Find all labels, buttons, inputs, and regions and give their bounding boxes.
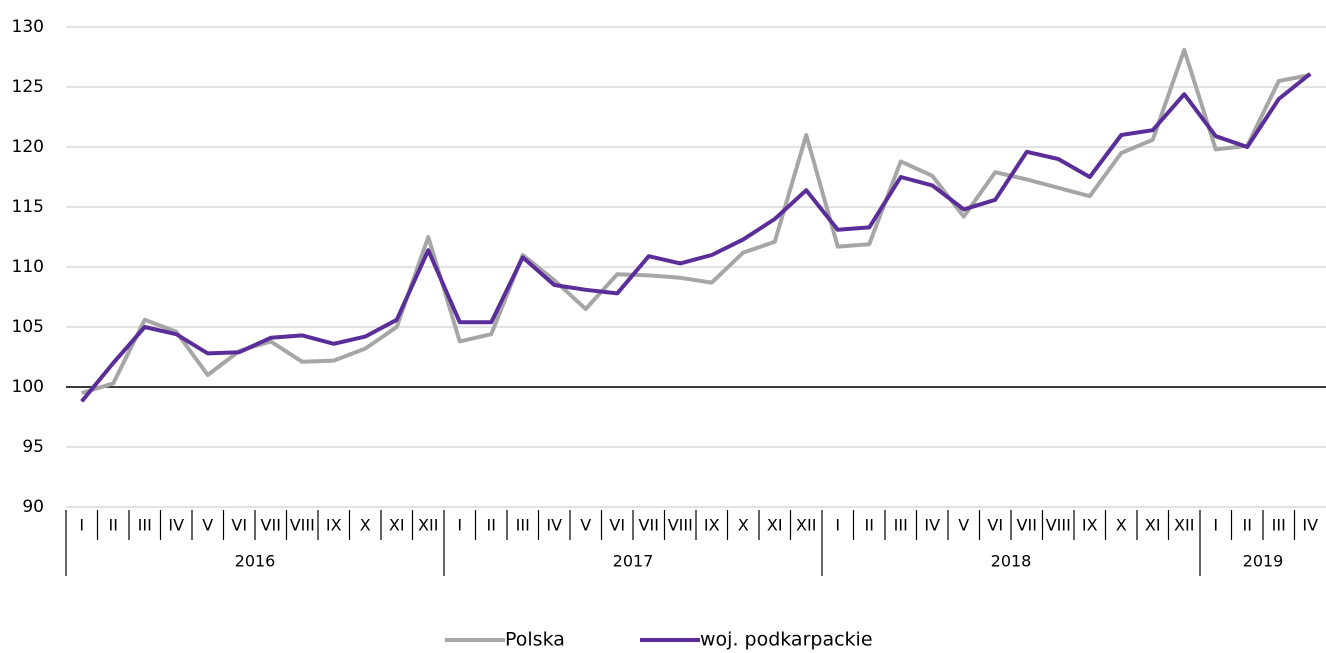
x-tick-label: IX <box>326 516 342 535</box>
x-tick-label: VIII <box>1046 516 1071 535</box>
x-tick-label: V <box>580 516 591 535</box>
x-tick-label: XI <box>767 516 783 535</box>
x-tick-label: VIII <box>668 516 693 535</box>
y-tick-label: 90 <box>22 497 44 517</box>
x-tick-label: IX <box>704 516 720 535</box>
legend-label: Polska <box>505 629 565 651</box>
x-tick-label: VII <box>1017 516 1037 535</box>
x-tick-label: I <box>1213 516 1218 535</box>
x-tick-label: III <box>894 516 908 535</box>
x-tick-label: VIII <box>290 516 315 535</box>
x-tick-label: IX <box>1082 516 1098 535</box>
series-line <box>81 47 1311 395</box>
x-tick-label: II <box>865 516 874 535</box>
x-tick-label: II <box>109 516 118 535</box>
x-tick-label: VII <box>639 516 659 535</box>
x-tick-label: XII <box>796 516 816 535</box>
x-tick-label: III <box>516 516 530 535</box>
year-label: 2019 <box>1243 552 1284 571</box>
year-label: 2016 <box>235 552 276 571</box>
y-tick-label: 110 <box>12 257 44 277</box>
x-tick-label: IV <box>924 516 940 535</box>
x-tick-label: IV <box>1302 516 1318 535</box>
x-tick-label: XII <box>418 516 438 535</box>
x-tick-label: X <box>1116 516 1127 535</box>
y-tick-label: 120 <box>12 137 44 157</box>
x-tick-label: VI <box>231 516 247 535</box>
x-tick-label: XI <box>389 516 405 535</box>
x-tick-label: IV <box>546 516 562 535</box>
x-tick-label: V <box>958 516 969 535</box>
y-tick-label: 95 <box>22 437 44 457</box>
x-tick-label: VII <box>261 516 281 535</box>
legend-label: woj. podkarpackie <box>700 629 873 651</box>
y-tick-label: 105 <box>12 317 44 337</box>
x-tick-label: I <box>79 516 84 535</box>
x-tick-label: I <box>457 516 462 535</box>
x-tick-label: X <box>738 516 749 535</box>
year-label: 2017 <box>613 552 654 571</box>
x-tick-label: VI <box>987 516 1003 535</box>
series-line <box>80 72 1312 403</box>
x-tick-label: III <box>138 516 152 535</box>
x-tick-label: II <box>1243 516 1252 535</box>
x-tick-label: XI <box>1145 516 1161 535</box>
x-tick-label: III <box>1272 516 1286 535</box>
x-tick-label: VI <box>609 516 625 535</box>
y-tick-label: 130 <box>12 17 44 37</box>
x-tick-label: II <box>487 516 496 535</box>
y-tick-label: 100 <box>12 377 44 397</box>
x-tick-label: I <box>835 516 840 535</box>
y-tick-label: 125 <box>12 77 44 97</box>
x-tick-label: XII <box>1174 516 1194 535</box>
x-tick-label: V <box>202 516 213 535</box>
y-tick-label: 115 <box>12 197 44 217</box>
x-tick-label: X <box>360 516 371 535</box>
year-label: 2018 <box>991 552 1032 571</box>
x-tick-label: IV <box>168 516 184 535</box>
